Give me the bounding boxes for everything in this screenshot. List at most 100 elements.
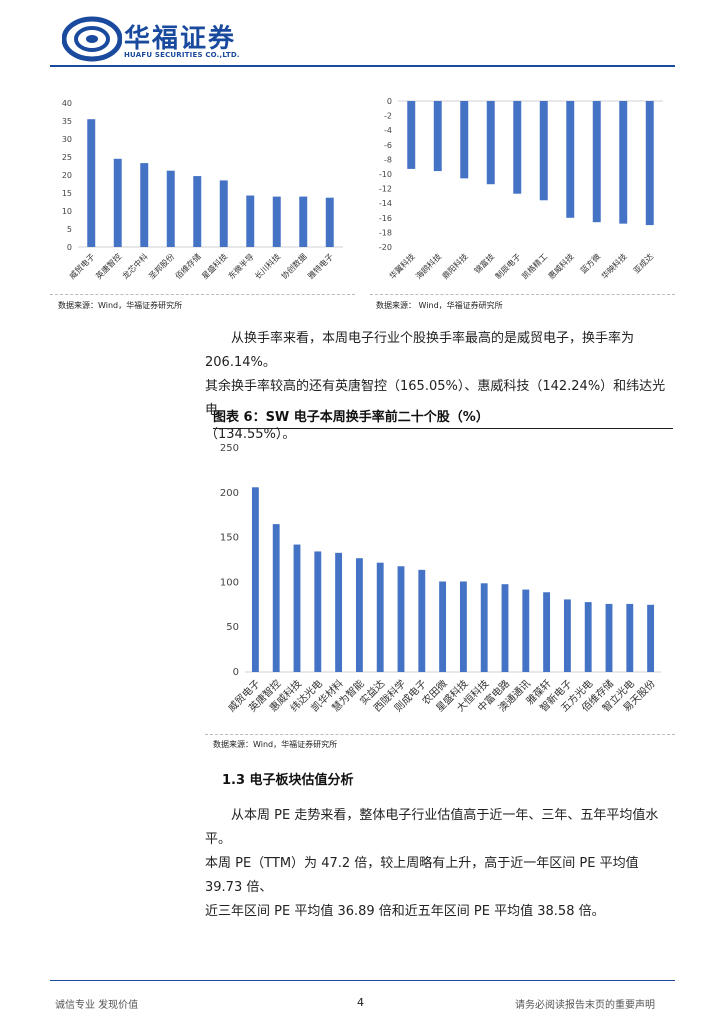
pe-paragraph-line-1: 从本周 PE 走势来看，整体电子行业估值高于近一年、三年、五年平均值水平。 — [205, 808, 659, 847]
bar — [626, 603, 634, 672]
bar — [486, 101, 495, 185]
turnover-paragraph: 从换手率来看，本周电子行业个股换手率最高的是威贸电子，换手率为 206.14%。… — [205, 327, 675, 447]
category-label: 龙芯中科 — [120, 251, 150, 281]
y-tick-label: 5 — [67, 225, 72, 234]
bar — [480, 583, 488, 672]
logo-chinese-name: 华福证券 — [124, 24, 237, 54]
y-tick-label: -10 — [379, 170, 392, 179]
category-label: 海鸥科技 — [413, 251, 443, 281]
bar — [543, 592, 551, 672]
category-label: 亚成达 — [631, 251, 655, 275]
bar — [433, 101, 442, 172]
bar — [113, 158, 122, 247]
bar — [193, 176, 202, 247]
bar — [539, 101, 548, 201]
y-tick-label: -4 — [384, 126, 392, 135]
bar — [299, 196, 308, 247]
category-label: 制辰电子 — [493, 251, 523, 281]
bar — [272, 524, 280, 672]
category-label: 佰维存储 — [173, 251, 203, 281]
page-number: 4 — [357, 996, 364, 1009]
category-label: 英唐智控 — [93, 251, 123, 281]
bar — [513, 101, 522, 194]
category-label: 蓝方微 — [578, 251, 602, 275]
footer-slogan: 诚信专业 发现价值 — [55, 1000, 139, 1011]
top-left-source-divider — [50, 294, 355, 295]
y-tick-label: 0 — [233, 667, 239, 678]
bar — [619, 101, 628, 224]
turnover-paragraph-line-3: （134.55%）。 — [205, 427, 296, 442]
footer-divider — [50, 980, 675, 981]
bar — [314, 551, 322, 672]
bar — [459, 581, 467, 672]
figure-6-bar-chart: 050100150200250威贸电子英唐智控惠威科技纬达光电凯华材料慧为智能实… — [220, 443, 661, 714]
bar — [592, 101, 601, 223]
y-tick-label: 150 — [220, 533, 239, 544]
y-tick-label: -18 — [379, 228, 392, 237]
bar — [522, 589, 530, 672]
y-tick-label: -20 — [379, 243, 392, 252]
company-logo: 华福证券 HUAFU SECURITIES CO.,LTD. — [62, 16, 252, 62]
y-tick-label: 15 — [62, 189, 72, 198]
y-tick-label: -12 — [379, 185, 392, 194]
category-label: 锦富技 — [472, 251, 496, 275]
bar — [460, 101, 469, 179]
bar — [566, 101, 575, 218]
y-tick-label: -6 — [384, 141, 392, 150]
category-label: 威贸电子 — [67, 251, 97, 281]
turnover-paragraph-line-2: 其余换手率较高的还有英唐智控（165.05%）、惠威科技（142.24%）和纬达… — [205, 379, 666, 418]
bar — [272, 196, 281, 247]
section-title: 1.3 电子板块估值分析 — [222, 773, 354, 788]
category-label: 长川科技 — [252, 251, 282, 281]
y-tick-label: 0 — [67, 243, 72, 252]
bar — [355, 558, 363, 672]
logo-english-name: HUAFU SECURITIES CO.,LTD. — [124, 51, 240, 59]
pe-paragraph-line-2: 本周 PE（TTM）为 47.2 倍，较上周略有上升，高于近一年区间 PE 平均… — [205, 856, 639, 895]
category-label: 鼎阳科技 — [440, 251, 470, 281]
y-tick-label: 20 — [62, 171, 72, 180]
top-right-bar-chart: 0 -2 -4 -6 -8 -10 -12 -14 -16 -18 -20华翼科技海鸥科技鼎阳科技锦… — [379, 97, 663, 281]
bar — [397, 566, 405, 672]
top-right-source: 数据来源： Wind，华福证券研究所 — [376, 301, 503, 310]
figure-6-title: 图表 6：SW 电子本周换手率前二十个股（%） — [213, 406, 673, 429]
figure-6-source-divider — [205, 734, 675, 735]
turnover-paragraph-line-1: 从换手率来看，本周电子行业个股换手率最高的是威贸电子，换手率为 206.14%。 — [205, 331, 635, 370]
y-tick-label: 250 — [220, 443, 239, 454]
category-label: 圣邦股份 — [146, 251, 176, 281]
category-label: 协创数据 — [279, 251, 309, 281]
pe-paragraph: 从本周 PE 走势来看，整体电子行业估值高于近一年、三年、五年平均值水平。 本周… — [205, 804, 675, 924]
bar — [335, 552, 343, 672]
category-label: 凯格精工 — [519, 251, 549, 281]
bar — [140, 163, 149, 247]
bar — [87, 119, 96, 247]
y-tick-label: 50 — [226, 622, 239, 633]
y-tick-label: -8 — [384, 155, 392, 164]
bar — [418, 569, 426, 672]
bar — [325, 197, 334, 247]
bar — [645, 101, 654, 226]
header-divider — [50, 65, 675, 67]
y-tick-label: 25 — [62, 153, 72, 162]
y-tick-label: -14 — [379, 199, 392, 208]
bar — [251, 487, 259, 672]
y-tick-label: 40 — [62, 99, 72, 108]
footer-disclaimer: 请务必阅读报告末页的重要声明 — [515, 1000, 655, 1011]
bar — [605, 603, 613, 672]
y-tick-label: 30 — [62, 135, 72, 144]
y-tick-label: 200 — [220, 488, 239, 499]
bar — [166, 170, 175, 247]
y-tick-label: 0 — [387, 97, 392, 106]
top-right-source-divider — [370, 294, 675, 295]
y-tick-label: 100 — [220, 577, 239, 588]
y-tick-label: -16 — [379, 214, 392, 223]
category-label: 华映科技 — [599, 251, 629, 281]
top-left-bar-chart: 0 5 10 15 20 25 30 35 40 威贸电子英唐智控龙芯中科圣邦股份佰维存储星盛科技… — [62, 99, 343, 281]
logo-swirl-icon — [62, 16, 122, 62]
category-label: 东微半导 — [226, 251, 256, 281]
pe-paragraph-line-3: 近三年区间 PE 平均值 36.89 倍和近五年区间 PE 平均值 38.58 … — [205, 904, 605, 919]
category-label: 星盛科技 — [199, 251, 229, 281]
category-label: 惠威科技 — [546, 251, 576, 281]
y-tick-label: -2 — [384, 112, 392, 121]
bar — [563, 599, 571, 672]
bar — [376, 562, 384, 672]
